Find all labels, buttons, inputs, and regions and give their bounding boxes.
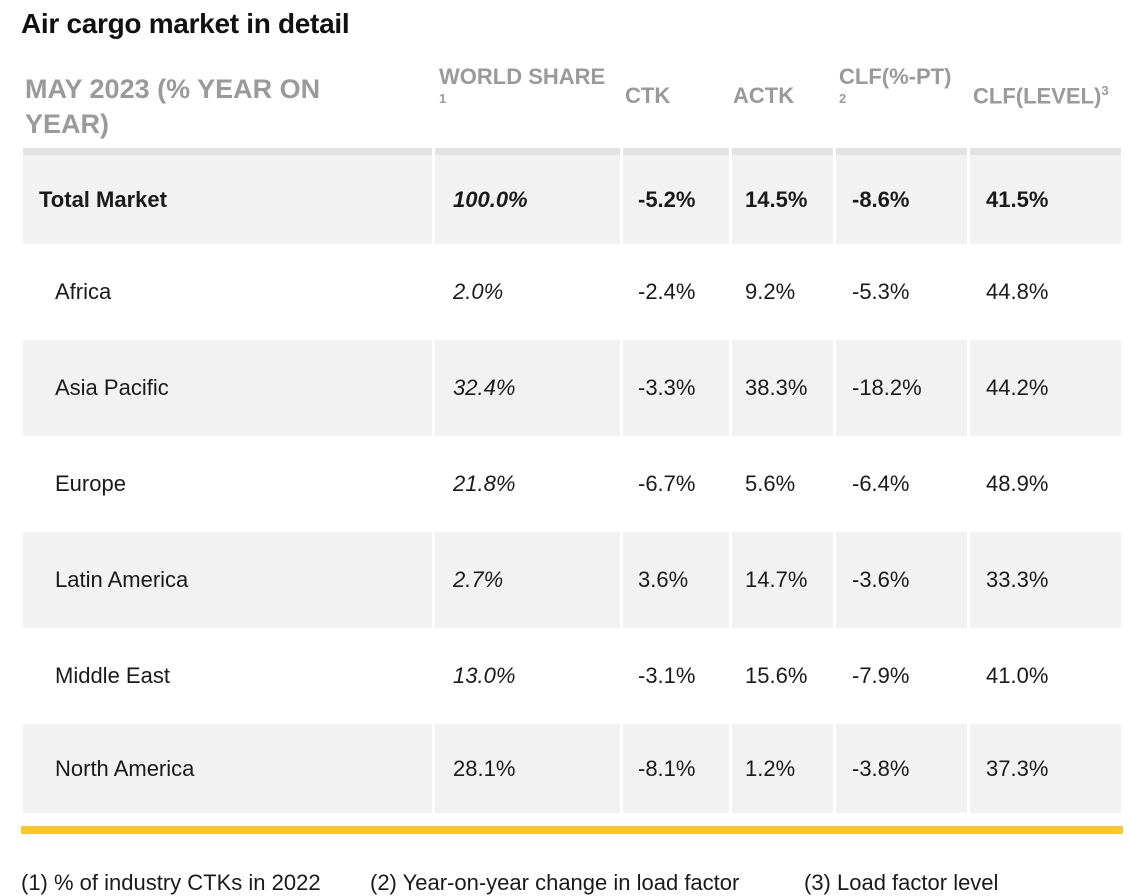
cell-clf-level: 37.3%	[970, 724, 1121, 813]
cell-clf-pt: -8.6%	[836, 148, 967, 244]
cell-region: North America	[23, 724, 432, 813]
cell-clf-pt: -3.8%	[836, 724, 967, 813]
cell-world-share: 100.0%	[435, 148, 620, 244]
cell-world-share: 2.0%	[453, 279, 504, 304]
cell-clf-pt: -3.6%	[836, 532, 967, 628]
col-header-world-share-note: 1	[439, 91, 447, 106]
table-row: Europe 21.8% -6.7% 5.6% -6.4% 48.9%	[23, 436, 1121, 532]
col-header-world-share-label: WORLD SHARE	[439, 64, 606, 89]
cell-region: Middle East	[55, 663, 170, 688]
cell-clf-level: 48.9%	[986, 471, 1049, 496]
footnote-2: (2) Year-on-year change in load factor	[370, 870, 740, 895]
table-caption: MAY 2023 (% YEAR ON YEAR)	[25, 74, 321, 139]
table-row: Middle East 13.0% -3.1% 15.6% -7.9% 41.0…	[23, 628, 1121, 724]
cell-clf-level: 41.0%	[986, 663, 1049, 688]
footnote-3: (3) Load factor level	[804, 870, 999, 895]
cargo-table: Total Market 100.0% -5.2% 14.5% -8.6% 41…	[20, 148, 1124, 813]
cell-ctk: -2.4%	[638, 279, 696, 304]
cell-clf-level: 41.5%	[970, 148, 1121, 244]
cell-actk: 5.6%	[745, 471, 796, 496]
col-header-world-share: WORLD SHARE 1	[439, 64, 605, 106]
cell-actk: 14.7%	[732, 532, 833, 628]
cell-actk: 38.3%	[732, 340, 833, 436]
accent-divider	[21, 826, 1123, 834]
cell-clf-pt: -7.9%	[852, 663, 910, 688]
cell-world-share: 28.1%	[435, 724, 620, 813]
cell-clf-level: 33.3%	[970, 532, 1121, 628]
cell-region: Asia Pacific	[23, 340, 432, 436]
cell-ctk: -8.1%	[623, 724, 729, 813]
table-row-total: Total Market 100.0% -5.2% 14.5% -8.6% 41…	[23, 148, 1121, 244]
cell-ctk: -3.3%	[623, 340, 729, 436]
cell-world-share: 21.8%	[453, 471, 516, 496]
cell-ctk: -3.1%	[638, 663, 696, 688]
col-header-clf-pt: CLF(%-PT) 2	[839, 64, 951, 106]
cell-world-share: 13.0%	[453, 663, 516, 688]
col-header-clf-level-note: 3	[1101, 83, 1109, 98]
cell-actk: 1.2%	[732, 724, 833, 813]
col-header-actk: ACTK	[733, 83, 795, 108]
cell-world-share: 32.4%	[435, 340, 620, 436]
cell-ctk: -6.7%	[638, 471, 696, 496]
table-row: Asia Pacific 32.4% -3.3% 38.3% -18.2% 44…	[23, 340, 1121, 436]
cell-region: Africa	[55, 279, 112, 304]
cell-actk: 15.6%	[745, 663, 808, 688]
cell-world-share: 2.7%	[435, 532, 620, 628]
cell-clf-pt: -5.3%	[852, 279, 910, 304]
cell-region: Latin America	[23, 532, 432, 628]
col-header-ctk: CTK	[625, 83, 671, 108]
cell-actk: 14.5%	[732, 148, 833, 244]
cell-ctk: -5.2%	[623, 148, 729, 244]
cell-ctk: 3.6%	[623, 532, 729, 628]
cell-clf-pt: -18.2%	[836, 340, 967, 436]
cell-clf-level: 44.2%	[970, 340, 1121, 436]
col-header-clf-pt-label: CLF(%-PT)	[839, 64, 952, 89]
page-title: Air cargo market in detail	[21, 8, 350, 39]
cell-region: Total Market	[23, 148, 432, 244]
cell-region: Europe	[55, 471, 126, 496]
table-row: Latin America 2.7% 3.6% 14.7% -3.6% 33.3…	[23, 532, 1121, 628]
footnote-1: (1) % of industry CTKs in 2022	[21, 870, 321, 895]
table-row: North America 28.1% -8.1% 1.2% -3.8% 37.…	[23, 724, 1121, 813]
table-row: Africa 2.0% -2.4% 9.2% -5.3% 44.8%	[23, 244, 1121, 340]
cell-clf-level: 44.8%	[986, 279, 1049, 304]
col-header-clf-level-label: CLF(LEVEL)	[973, 83, 1102, 109]
col-header-clf-pt-note: 2	[839, 91, 847, 106]
cell-clf-pt: -6.4%	[852, 471, 910, 496]
cell-actk: 9.2%	[745, 279, 796, 304]
col-header-clf-level: CLF(LEVEL)3	[973, 83, 1109, 109]
